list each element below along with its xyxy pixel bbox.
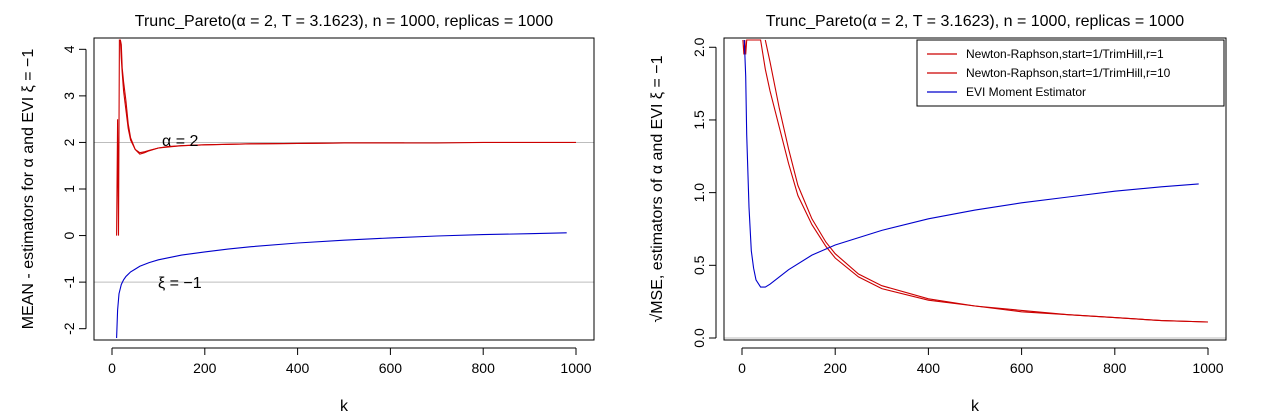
- left-x-tick-label: 600: [379, 360, 403, 376]
- left-y-tick-label: -2: [61, 322, 77, 335]
- right-x-tick-label: 600: [1010, 360, 1034, 376]
- right-series-line-3: [743, 39, 1199, 288]
- right-y-tick-label: 0.0: [691, 328, 707, 348]
- right-y-tick-label: 1.0: [691, 183, 707, 203]
- right-y-axis: 0.0 0.5 1.0 1.5 2.0: [691, 37, 717, 348]
- left-series-line-2: [119, 39, 576, 154]
- left-x-tick-label: 200: [193, 360, 217, 376]
- left-y-tick-label: -1: [61, 276, 77, 289]
- right-x-tick-label: 200: [824, 360, 848, 376]
- right-x-axis: 0 200 400 600 800 1000: [738, 347, 1224, 376]
- left-y-tick-label: 4: [61, 45, 77, 53]
- right-chart-title: Trunc_Pareto(α = 2, T = 3.1623), n = 100…: [766, 13, 1185, 30]
- right-x-tick-label: 800: [1103, 360, 1127, 376]
- right-series-line-1: [742, 39, 1209, 323]
- left-x-tick-label: 1000: [560, 360, 591, 376]
- legend-label-nr-r10: Newton-Raphson,start=1/TrimHill,r=10: [966, 66, 1171, 80]
- right-x-tick-label: 0: [738, 360, 746, 376]
- right-y-tick-label: 1.5: [691, 110, 707, 130]
- right-series-line-2: [764, 39, 1209, 323]
- right-legend: Newton-Raphson,start=1/TrimHill,r=1 Newt…: [916, 39, 1225, 107]
- left-x-tick-label: 0: [108, 360, 116, 376]
- right-y-tick-label: 0.5: [691, 255, 707, 275]
- left-x-axis: 0 200 400 600 800 1000: [108, 347, 592, 376]
- left-series-line-3: [116, 232, 567, 339]
- left-x-tick-label: 400: [286, 360, 310, 376]
- left-series-line-1: [116, 39, 405, 236]
- right-plot-frame: [723, 37, 1227, 341]
- right-x-tick-label: 400: [917, 360, 941, 376]
- left-chart: Trunc_Pareto(α = 2, T = 3.1623), n = 100…: [20, 13, 595, 415]
- left-annotation-xi: ξ = −1: [158, 275, 202, 292]
- right-y-tick-label: 2.0: [691, 37, 707, 57]
- right-series-group: [742, 39, 1209, 323]
- right-x-tick-label: 1000: [1192, 360, 1223, 376]
- left-x-tick-label: 800: [472, 360, 496, 376]
- legend-label-nr-r1: Newton-Raphson,start=1/TrimHill,r=1: [966, 47, 1164, 61]
- left-y-tick-label: 2: [61, 138, 77, 146]
- right-x-axis-label: k: [971, 398, 980, 415]
- legend-box: [916, 39, 1225, 107]
- left-reference-lines: [94, 141, 594, 283]
- left-plot-frame: [93, 37, 595, 341]
- left-y-axis: -2 -1 0 1 2 3 4: [61, 45, 87, 335]
- left-y-tick-label: 3: [61, 92, 77, 100]
- left-y-axis-label: MEAN - estimators for α and EVI ξ = −1: [20, 49, 37, 330]
- left-chart-title: Trunc_Pareto(α = 2, T = 3.1623), n = 100…: [135, 13, 554, 30]
- left-annotation-alpha: α = 2: [162, 133, 198, 150]
- left-y-tick-label: 1: [61, 185, 77, 193]
- right-y-axis-label: √MSE, estimators of α and EVI ξ = −1: [649, 55, 666, 322]
- legend-label-moment: EVI Moment Estimator: [966, 85, 1086, 99]
- left-y-tick-label: 0: [61, 231, 77, 239]
- left-x-axis-label: k: [340, 398, 349, 415]
- right-chart: Trunc_Pareto(α = 2, T = 3.1623), n = 100…: [649, 13, 1227, 415]
- left-series-group: [116, 39, 576, 339]
